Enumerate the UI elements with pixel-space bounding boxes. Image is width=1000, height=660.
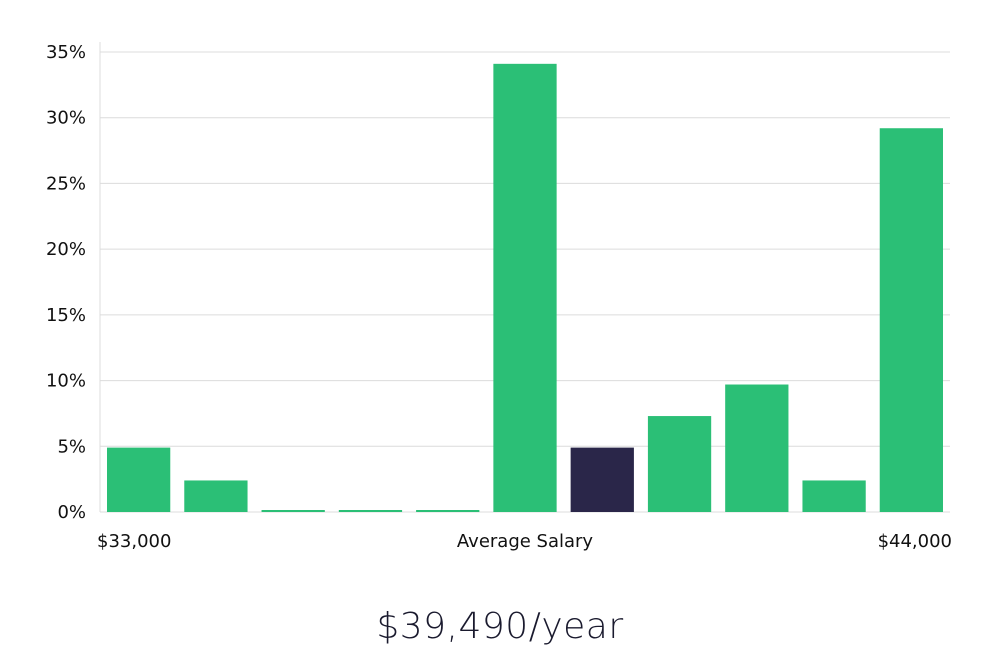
y-tick-label: 30% xyxy=(46,108,86,129)
y-tick-label: 35% xyxy=(46,42,86,63)
bar xyxy=(493,63,557,512)
bar xyxy=(261,510,325,512)
y-tick-label: 15% xyxy=(46,305,86,326)
y-tick-label: 0% xyxy=(57,502,86,523)
bar xyxy=(647,416,712,512)
bar xyxy=(416,510,480,512)
bar xyxy=(107,447,171,512)
bar xyxy=(802,480,866,512)
y-tick-label: 10% xyxy=(46,371,86,392)
x-axis-min-label: $33,000 xyxy=(97,531,171,552)
bar xyxy=(184,480,248,512)
average-salary-value: $39,490/year xyxy=(376,606,624,647)
bar xyxy=(725,384,789,512)
y-axis-tick-labels: 0% 5% 10% 15% 20% 25% 30% 35% xyxy=(46,42,86,523)
x-axis-max-label: $44,000 xyxy=(878,531,952,552)
salary-histogram: 0% 5% 10% 15% 20% 25% 30% 35% $33,000 Average S… xyxy=(46,42,952,552)
y-tick-label: 20% xyxy=(46,239,86,260)
y-tick-label: 5% xyxy=(57,436,86,457)
bar-highlighted xyxy=(570,447,634,512)
x-axis-title: Average Salary xyxy=(457,531,594,552)
bar xyxy=(879,128,943,512)
y-tick-label: 25% xyxy=(46,173,86,194)
bar xyxy=(338,510,403,512)
bars xyxy=(107,63,943,512)
